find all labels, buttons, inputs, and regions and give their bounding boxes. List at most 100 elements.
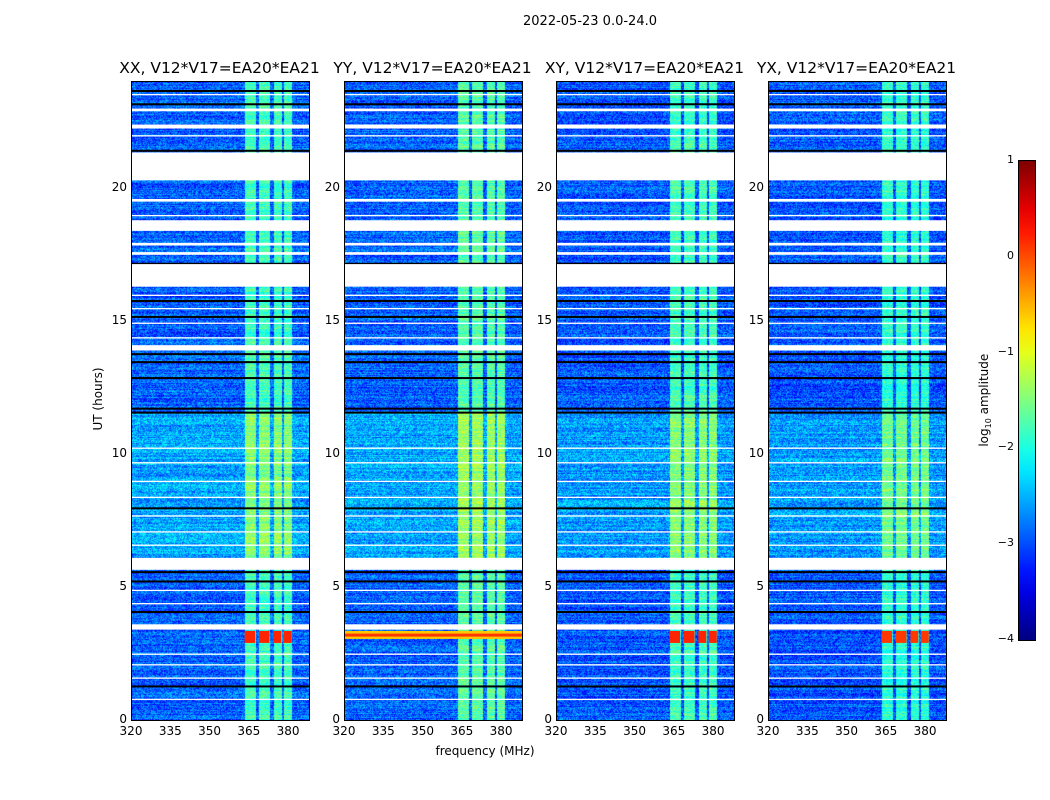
dark-row: [345, 411, 522, 414]
x-tick-label: 365: [237, 724, 261, 738]
flagged-row: [769, 322, 946, 324]
dark-row: [557, 580, 734, 583]
flagged-row: [132, 108, 309, 112]
y-axis-label: UT (hours): [91, 367, 105, 431]
x-tick-label: 350: [198, 724, 221, 738]
x-tick-label: 380: [913, 724, 937, 738]
colorbar-label: log10 amplitude: [976, 353, 994, 447]
dark-row: [769, 580, 946, 583]
y-tick-label: 20: [324, 180, 340, 195]
dark-row: [557, 507, 734, 510]
flagged-row: [557, 124, 734, 129]
flagged-row: [345, 462, 522, 464]
flagged-row: [345, 480, 522, 483]
flagged-row: [769, 345, 946, 351]
flagged-row: [345, 135, 522, 137]
flagged-row: [345, 93, 522, 96]
dark-row: [345, 377, 522, 380]
flagged-row: [132, 603, 309, 605]
flagged-row: [132, 198, 309, 202]
flagged-row: [345, 624, 522, 630]
waterfall-panel: [556, 81, 735, 721]
y-tick-label: 15: [748, 313, 764, 328]
flagged-row: [557, 480, 734, 483]
y-tick-label: 0: [119, 712, 127, 726]
flagged-row: [769, 264, 946, 287]
y-tick-label: 0: [756, 712, 764, 726]
dark-row: [132, 353, 309, 356]
flagged-row: [345, 264, 522, 287]
rfi-band: [345, 633, 522, 637]
x-tick-label: 365: [874, 724, 898, 738]
dark-row: [132, 507, 309, 510]
y-tick-label: 10: [324, 446, 340, 461]
dark-row: [557, 315, 734, 318]
flagged-row: [769, 214, 946, 217]
flagged-row: [557, 544, 734, 546]
flagged-row: [557, 603, 734, 605]
x-tick-label: 350: [623, 724, 646, 738]
y-tick-label: 0: [544, 712, 552, 726]
dark-row: [345, 685, 522, 688]
x-tick-label: 335: [583, 724, 607, 738]
flagged-row: [557, 664, 734, 666]
flagged-row: [769, 677, 946, 679]
flagged-row: [345, 242, 522, 246]
dark-row: [557, 377, 734, 380]
flagged-row: [557, 294, 734, 296]
flagged-row: [132, 480, 309, 483]
flagged-row: [345, 557, 522, 570]
x-tick-label: 380: [701, 724, 725, 738]
flagged-row: [557, 108, 734, 112]
y-tick-label: 20: [748, 180, 764, 195]
dark-row: [769, 103, 946, 106]
flagged-row: [132, 653, 309, 655]
dark-row: [769, 315, 946, 318]
x-tick-label: 380: [489, 724, 513, 738]
flagged-row: [132, 664, 309, 666]
dark-row: [557, 149, 734, 152]
flagged-row: [132, 124, 309, 129]
flagged-row: [345, 677, 522, 679]
y-tick-label: 15: [536, 313, 552, 328]
dark-row: [345, 507, 522, 510]
flagged-row: [769, 294, 946, 296]
dark-row: [132, 377, 309, 380]
flagged-row: [557, 198, 734, 202]
rfi-block: [920, 630, 929, 643]
flagged-row: [345, 252, 522, 255]
y-tick-label: 15: [324, 313, 340, 328]
flagged-row: [769, 108, 946, 112]
flagged-row: [769, 531, 946, 533]
panel-title: XX, V12*V17=EA20*EA21: [119, 59, 320, 77]
flagged-row: [345, 698, 522, 701]
flagged-row: [557, 135, 734, 137]
flagged-row: [132, 214, 309, 217]
rfi-block: [708, 630, 717, 643]
flagged-row: [557, 264, 734, 287]
colorbar-tick-label: −2: [997, 440, 1014, 454]
flagged-row: [557, 307, 734, 310]
flagged-row: [769, 220, 946, 231]
flagged-row: [769, 698, 946, 701]
x-tick-label: 365: [450, 724, 474, 738]
dark-row: [345, 361, 522, 364]
rfi-block: [895, 630, 907, 643]
flagged-row: [132, 220, 309, 231]
dark-row: [557, 103, 734, 106]
flagged-row: [557, 589, 734, 592]
flagged-row: [345, 447, 522, 449]
y-tick-label: 5: [332, 579, 340, 594]
colorbar-tick-label: 0: [1007, 248, 1014, 262]
y-tick-label: 10: [111, 446, 127, 461]
flagged-row: [132, 152, 309, 181]
dark-row: [132, 315, 309, 318]
dark-row: [132, 685, 309, 688]
y-tick-label: 10: [748, 446, 764, 461]
dark-row: [132, 411, 309, 414]
heatmap-noise: [557, 82, 734, 720]
dark-row: [132, 407, 309, 410]
dark-row: [132, 149, 309, 152]
flagged-row: [769, 624, 946, 630]
flagged-row: [769, 480, 946, 483]
